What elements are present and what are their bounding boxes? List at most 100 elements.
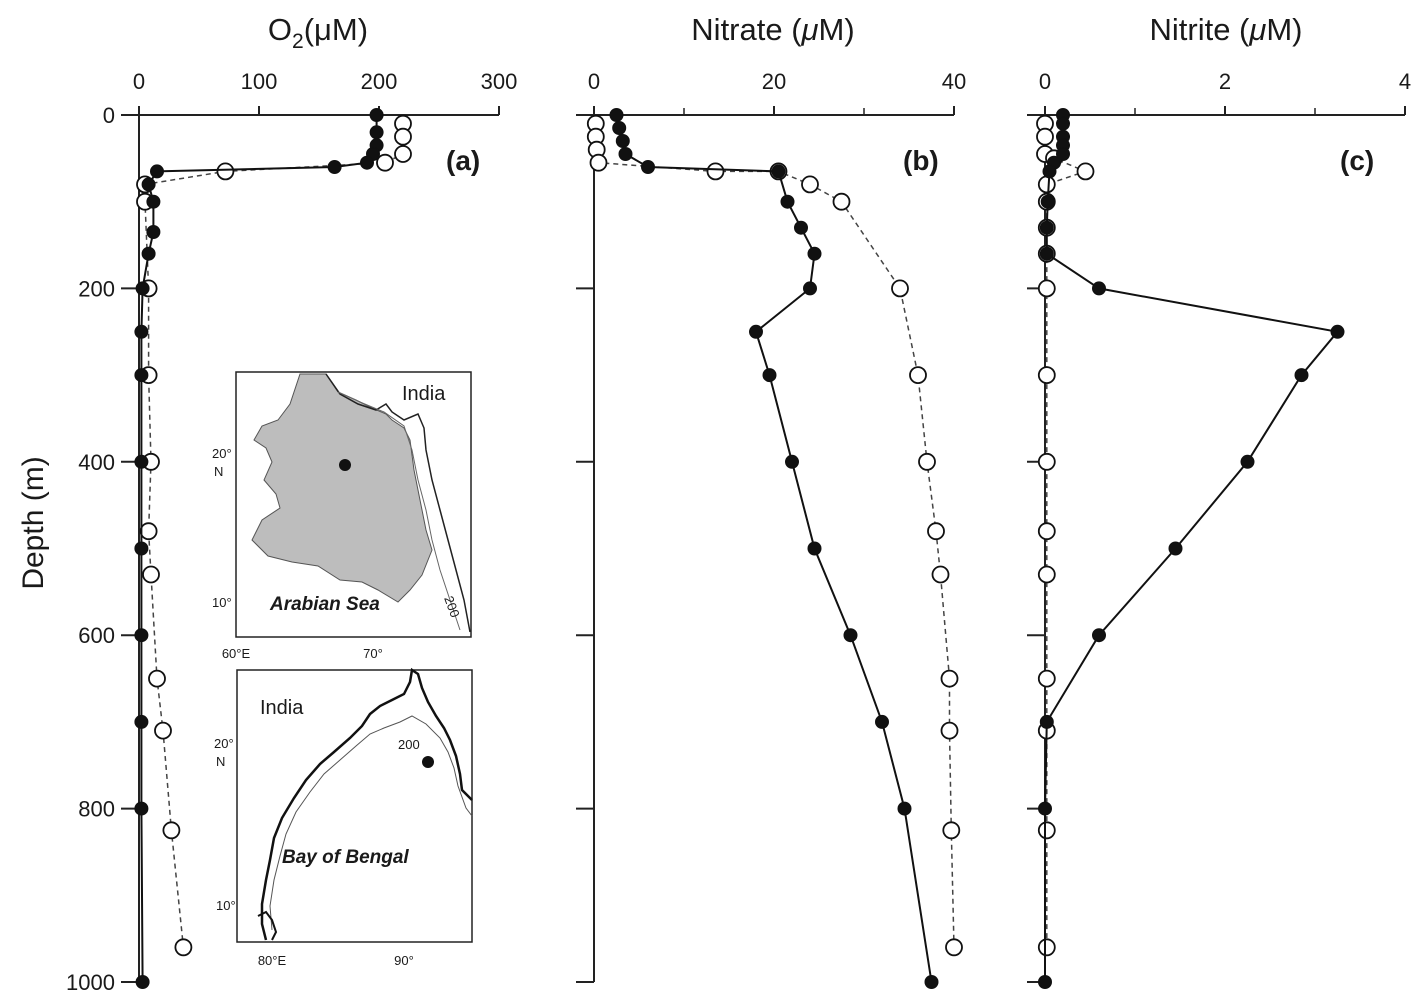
panel-b-letter: (b) [903, 145, 939, 176]
panel-a-filled-data-point [327, 160, 342, 174]
panel-a-open-data-point [174, 938, 193, 957]
panel-b-open-data-point [940, 721, 959, 740]
panel-a-filled-data-point [369, 108, 384, 122]
panel-a-open-data-point [154, 721, 172, 740]
panel-b-filled-data-point [785, 454, 799, 469]
panel-b-filled-data-point [609, 108, 624, 122]
panel-a-filled-data-point [360, 155, 374, 170]
panel-c-open-data-point [1037, 366, 1056, 385]
panel-b-filled-data-point [803, 281, 817, 296]
y-tick-label: 1000 [66, 970, 115, 995]
bengal-contour-south [257, 910, 278, 941]
panel-c-open-data-point [1037, 938, 1056, 957]
panel-b-axes: 0 20 40 [576, 69, 966, 989]
panel-c-filled-data-point [1042, 164, 1057, 179]
panel-b-open-data-point [832, 192, 851, 211]
panel-a-axes: 0 100 200 300 0 200 400 600 800 1000 [66, 69, 517, 995]
panel-c-filled-data-point [1039, 246, 1054, 261]
panel-b-open-data-point [918, 452, 936, 471]
y-axis-label: Depth (m) [17, 456, 50, 589]
bengal-lon-90: 90° [394, 953, 414, 968]
panel-c-filled-data-point [1039, 714, 1054, 729]
y-tick-label: 400 [78, 450, 115, 475]
india-west-coast [325, 373, 471, 633]
panel-c-filled-data-point [1330, 324, 1345, 339]
arabian-lon-70: 70° [363, 646, 383, 661]
panel-c-filled-data-point [1038, 801, 1052, 816]
panel-a-filled-data-point [141, 177, 156, 192]
panel-b-open-data-point [801, 175, 819, 194]
bengal-country-label: India [260, 697, 304, 719]
bengal-coastline [260, 667, 473, 941]
panel-c-filled-data-point [1056, 147, 1070, 161]
bengal-lat-10: 10° [216, 898, 236, 913]
y-tick-label: 600 [78, 623, 115, 648]
panel-a-open-data-point [162, 821, 181, 840]
panel-b-filled-data-point [771, 164, 786, 179]
bengal-contour-label: 200 [398, 737, 420, 752]
panel-a-filled-data-point [134, 541, 149, 556]
panel-a-filled-data-point [134, 324, 149, 339]
panel-b-filled-data-point [924, 975, 939, 989]
panel-b-filled-data-point [641, 160, 655, 174]
panel-a-filled-data-point [134, 454, 149, 469]
panel-a-open-data-point [148, 669, 166, 688]
panel-c-filled-data-point [1240, 454, 1255, 469]
panel-c-filled-series-line [1044, 115, 1340, 982]
panel-b-title: Nitrate (μM) [691, 12, 854, 47]
panel-c-open-data-point [1036, 127, 1054, 146]
panel-b-open-data-point [942, 821, 961, 840]
panel-c-open-data-point [1037, 452, 1056, 471]
bengal-sea-label: Bay of Bengal [282, 847, 409, 868]
bengal-station-marker [422, 756, 434, 768]
panel-b-filled-series-line [615, 114, 933, 983]
panel-a-open-data-point [142, 565, 160, 584]
panel-b-open-series-line [595, 123, 955, 948]
panel-c-open-data-point [1037, 175, 1056, 194]
panel-b-x-tick-label: 0 [588, 69, 600, 94]
panel-b-x-tick-label: 20 [762, 69, 786, 94]
panel-a-open-series-line [144, 123, 404, 948]
arabian-station-marker [339, 459, 351, 471]
panel-c-axes: 0 2 4 [1027, 69, 1411, 989]
panel-b-open-data-point [940, 669, 959, 688]
panel-b-open-data-point [945, 938, 963, 957]
arabian-country-label: India [402, 383, 446, 405]
panel-a-filled-data-point [146, 194, 161, 209]
panel-a-title: O2(μM) [268, 12, 368, 53]
panel-a-filled-data-point [134, 714, 149, 729]
panel-a-open-data-point [376, 153, 394, 172]
panel-b-filled-data-point [807, 246, 822, 261]
arabian-sea-water [251, 373, 433, 603]
panel-b-open-data-point [909, 366, 927, 385]
arabian-lat-20: 20° [212, 446, 232, 461]
panel-c-filled-data-point [1092, 628, 1106, 643]
panel-c-filled-data-point [1056, 116, 1070, 131]
inset-arabian-sea-map: India Arabian Sea 200 20° N 10° 60°E 70° [212, 371, 472, 661]
y-tick-label: 0 [103, 103, 115, 128]
panel-c-x-tick-label: 2 [1219, 69, 1231, 94]
panel-c-filled-data-point [1039, 220, 1054, 235]
arabian-contour-label: 200 [441, 594, 463, 620]
panel-a-filled-data-point [134, 368, 149, 383]
panel-c-filled-data-point [1040, 194, 1055, 209]
panel-c-open-data-point [1037, 279, 1056, 298]
bengal-lat-n: N [216, 754, 225, 769]
panel-b-open-data-point [891, 279, 909, 298]
y-tick-label: 200 [78, 276, 115, 301]
panel-a-filled-data-point [135, 281, 150, 296]
panel-a-open-data-point [139, 522, 158, 541]
panel-a-filled-data-point [369, 125, 384, 140]
panel-c-title: Nitrite (μM) [1149, 12, 1302, 47]
panel-a-x-tick-label: 0 [133, 69, 145, 94]
bengal-lat-20: 20° [214, 736, 234, 751]
panel-b-filled-data-point [749, 324, 763, 339]
panel-b-open-data-point [927, 522, 945, 541]
panel-b-filled-data-point [618, 147, 633, 161]
panel-a-filled-data-point [134, 801, 149, 816]
panel-c-letter: (c) [1340, 145, 1374, 176]
panel-a-filled-data-point [135, 975, 150, 989]
panel-b-open-data-point [706, 162, 725, 181]
panel-b-filled-data-point [615, 134, 630, 148]
